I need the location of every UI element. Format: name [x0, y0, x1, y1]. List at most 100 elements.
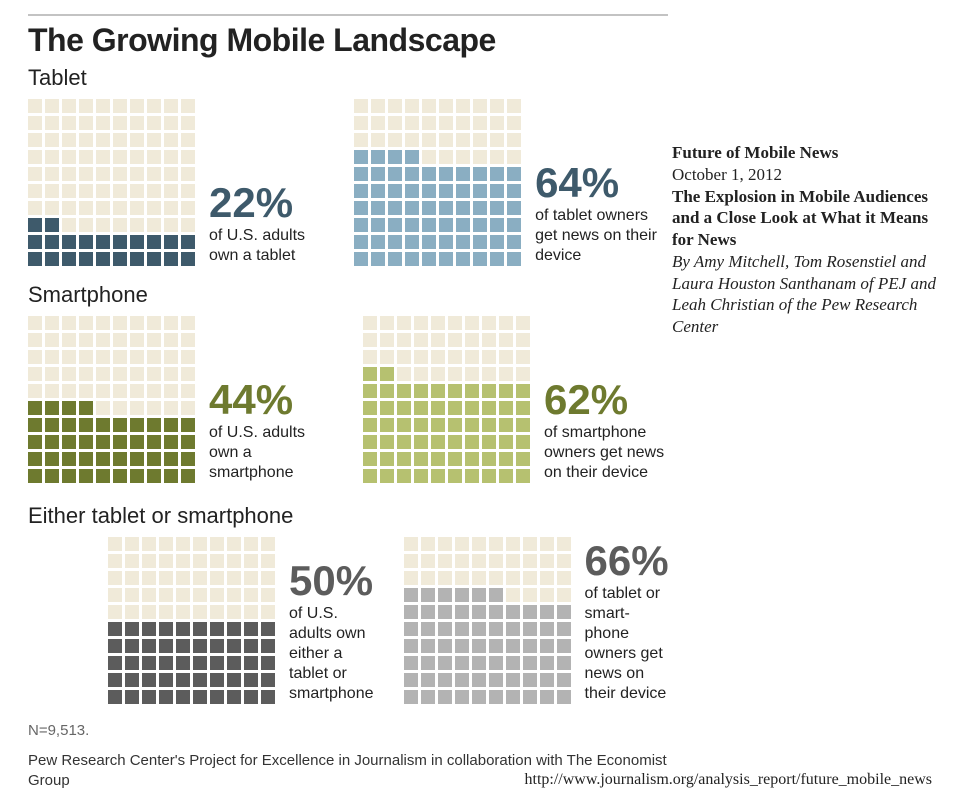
waffle-cell [108, 554, 122, 568]
waffle-cell [354, 201, 368, 215]
waffle-cell [142, 673, 156, 687]
waffle-cell [113, 99, 127, 113]
waffle-cell [397, 384, 411, 398]
waffle-cell [147, 167, 161, 181]
waffle-cell [354, 252, 368, 266]
waffle-cell [421, 673, 435, 687]
waffle-cell [456, 133, 470, 147]
waffle-cell [130, 401, 144, 415]
waffle-cell [28, 201, 42, 215]
waffle-cell [210, 673, 224, 687]
waffle-cell [448, 316, 462, 330]
waffle-cell [363, 384, 377, 398]
waffle-cell [113, 435, 127, 449]
waffle-cell [489, 554, 503, 568]
waffle-cell [159, 588, 173, 602]
waffle-cell [227, 554, 241, 568]
waffle-cell [422, 184, 436, 198]
waffle-cell [227, 690, 241, 704]
waffle-cell [397, 469, 411, 483]
waffle-cell [147, 184, 161, 198]
waffle-cell [506, 690, 520, 704]
waffle-cell [28, 350, 42, 364]
waffle-cell [490, 201, 504, 215]
waffle-cell [147, 384, 161, 398]
waffle-cell [96, 367, 110, 381]
waffle-cell [499, 452, 513, 466]
waffle-cell [62, 133, 76, 147]
waffle-cell [371, 150, 385, 164]
waffle-cell [421, 622, 435, 636]
waffle-cell [45, 133, 59, 147]
waffle-cell [414, 350, 428, 364]
cap-phone-own: of U.S. adults own a smartphone [209, 423, 333, 483]
waffle-cell [388, 150, 402, 164]
waffle-cell [490, 235, 504, 249]
waffle-cell [414, 435, 428, 449]
waffle-cell [125, 571, 139, 585]
waffle-cell [142, 622, 156, 636]
waffle-cell [45, 201, 59, 215]
waffle-cell [176, 639, 190, 653]
waffle-cell [422, 201, 436, 215]
waffle-cell [507, 184, 521, 198]
waffle-cell [113, 350, 127, 364]
waffle-cell [113, 116, 127, 130]
waffle-cell [130, 418, 144, 432]
waffle-cell [142, 588, 156, 602]
waffle-cell [499, 469, 513, 483]
waffle-cell [405, 167, 419, 181]
waffle-cell [130, 184, 144, 198]
waffle-cell [130, 367, 144, 381]
waffle-cell [482, 316, 496, 330]
waffle-cell [506, 605, 520, 619]
waffle-cell [79, 167, 93, 181]
waffle-cell [431, 384, 445, 398]
waffle-cell [523, 639, 537, 653]
waffle-cell [523, 554, 537, 568]
waffle-cell [176, 605, 190, 619]
waffle-cell [176, 690, 190, 704]
waffle-cell [227, 673, 241, 687]
waffle-cell [490, 133, 504, 147]
waffle-cell [62, 401, 76, 415]
waffle-cell [456, 218, 470, 232]
waffle-cell [164, 316, 178, 330]
waffle-cell [28, 333, 42, 347]
waffle-cell [404, 690, 418, 704]
waffle-cell [473, 167, 487, 181]
waffle-cell [557, 690, 571, 704]
waffle-cell [227, 537, 241, 551]
waffle-cell [380, 418, 394, 432]
waffle-cell [507, 167, 521, 181]
waffle-cell [465, 350, 479, 364]
waffle-cell [363, 469, 377, 483]
waffle-cell [227, 656, 241, 670]
waffle-cell [363, 333, 377, 347]
waffle-cell [456, 167, 470, 181]
waffle-cell [164, 252, 178, 266]
waffle-cell [455, 571, 469, 585]
waffle-cell [261, 554, 275, 568]
waffle-cell [62, 418, 76, 432]
waffle-cell [388, 235, 402, 249]
waffle-cell [147, 150, 161, 164]
waffle-cell [455, 622, 469, 636]
waffle-cell [431, 333, 445, 347]
waffle-cell [405, 218, 419, 232]
cap-tablet-news: of tablet owners get news on their devic… [535, 206, 668, 266]
waffle-cell [96, 99, 110, 113]
waffle-cell [397, 333, 411, 347]
waffle-cell [516, 452, 530, 466]
waffle-cell [490, 150, 504, 164]
waffle-cell [244, 639, 258, 653]
waffle-cell [380, 435, 394, 449]
waffle-cell [45, 184, 59, 198]
waffle-cell [507, 150, 521, 164]
waffle-cell [490, 116, 504, 130]
waffle-cell [159, 690, 173, 704]
waffle-cell [125, 622, 139, 636]
waffle-cell [354, 150, 368, 164]
waffle-cell [62, 452, 76, 466]
waffle-cell [108, 537, 122, 551]
